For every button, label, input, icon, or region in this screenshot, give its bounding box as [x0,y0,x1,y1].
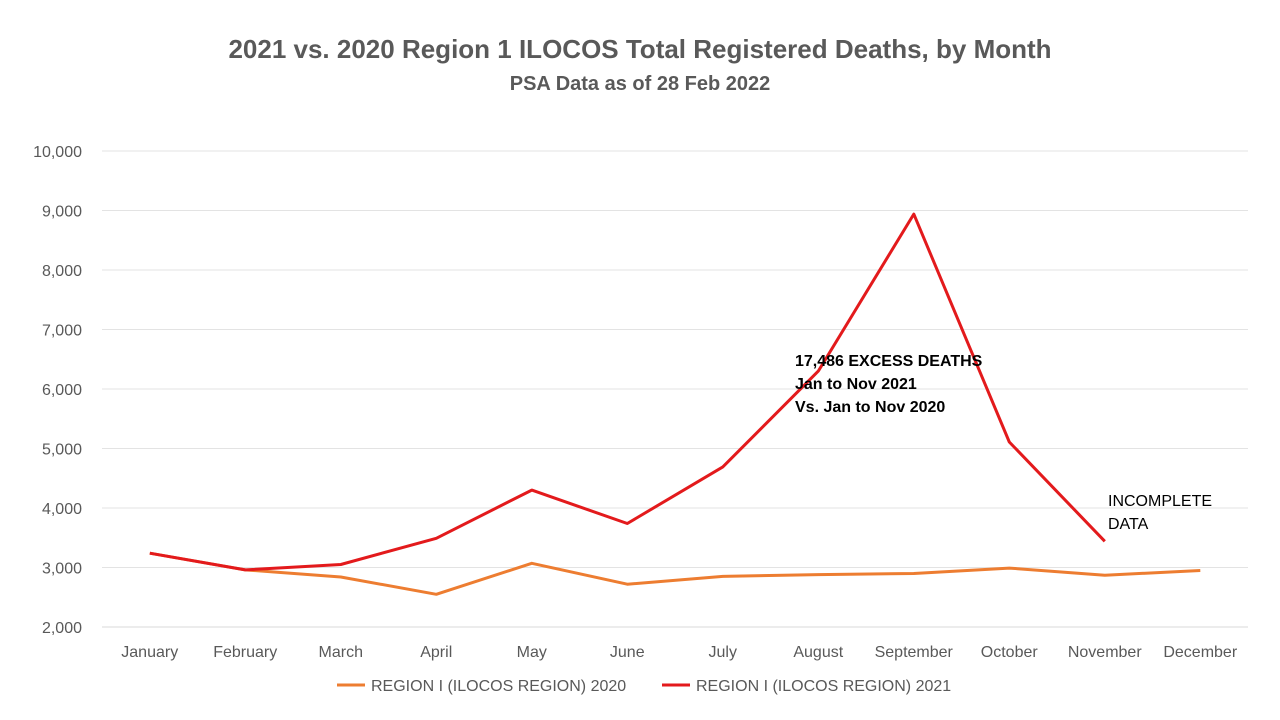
annotation-excess-line-2: Jan to Nov 2021 [795,376,917,393]
legend-label-2021: REGION I (ILOCOS REGION) 2021 [696,678,951,695]
series-line-2020 [149,551,1201,596]
y-tick-label: 4,000 [42,501,82,518]
series-lines [149,212,1201,596]
x-tick-label: March [319,644,363,661]
x-tick-label: August [793,644,843,661]
x-tick-label: December [1163,644,1237,661]
y-tick-label: 10,000 [33,144,82,161]
y-tick-label: 9,000 [42,204,82,221]
annotation-excess-line-3: Vs. Jan to Nov 2020 [795,399,945,416]
x-tick-label: October [981,644,1039,661]
y-tick-label: 6,000 [42,382,82,399]
y-tick-label: 8,000 [42,263,82,280]
x-tick-label: February [213,644,277,661]
legend: REGION I (ILOCOS REGION) 2020 REGION I (… [337,678,951,695]
series-line-2021 [149,212,1106,572]
x-axis-ticks: January February March April May June July Augu… [121,644,1238,661]
chart-title: 2021 vs. 2020 Region 1 ILOCOS Total Regi… [228,34,1051,64]
annotation-incomplete-line-2: DATA [1108,516,1149,533]
x-tick-label: January [121,644,178,661]
y-tick-label: 7,000 [42,323,82,340]
y-axis-ticks: 2,000 3,000 4,000 5,000 6,000 7,000 8,000 9,000… [33,144,82,637]
x-tick-label: November [1068,644,1142,661]
y-tick-label: 5,000 [42,442,82,459]
legend-label-2020: REGION I (ILOCOS REGION) 2020 [371,678,626,695]
y-tick-label: 2,000 [42,620,82,637]
x-tick-label: September [875,644,954,661]
annotation-incomplete-line-1: INCOMPLETE [1108,493,1212,510]
x-tick-label: July [709,644,737,661]
x-tick-label: April [420,644,452,661]
x-tick-label: June [610,644,645,661]
chart-subtitle: PSA Data as of 28 Feb 2022 [510,73,771,95]
x-tick-label: May [517,644,547,661]
annotation-excess-line-1: 17,486 EXCESS DEATHS [795,353,983,370]
gridlines [102,150,1248,628]
y-tick-label: 3,000 [42,561,82,578]
